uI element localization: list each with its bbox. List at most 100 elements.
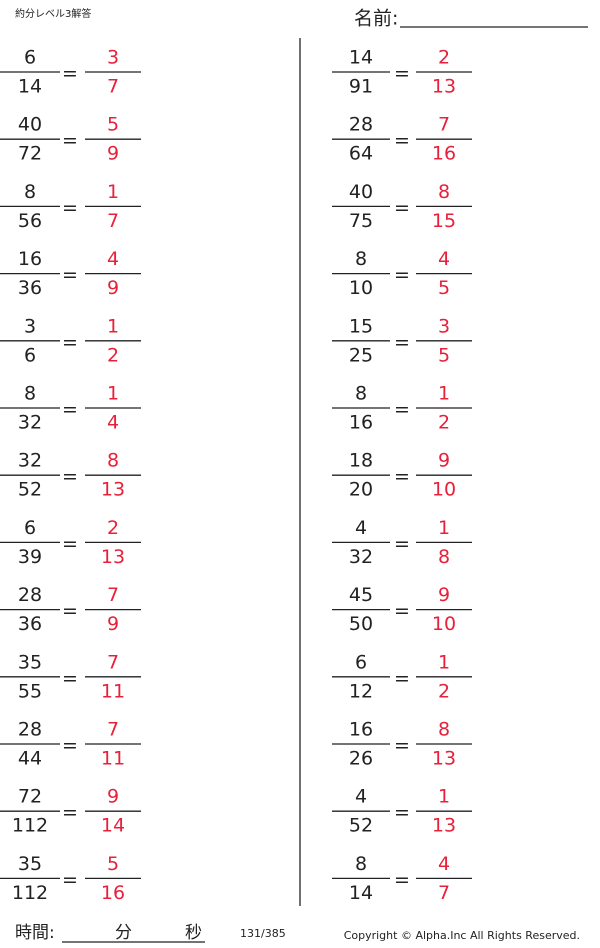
equals-sign: =	[394, 331, 410, 353]
equals-sign: =	[62, 264, 78, 286]
answer-denominator: 16	[101, 882, 125, 904]
answer-denominator: 4	[107, 412, 119, 434]
answer-denominator: 9	[107, 613, 119, 635]
denominator: 16	[349, 412, 373, 434]
equals-sign: =	[62, 869, 78, 891]
denominator: 32	[349, 546, 373, 568]
equals-sign: =	[62, 533, 78, 555]
answer-numerator: 5	[107, 853, 119, 875]
name-label: 名前:	[354, 8, 398, 30]
answer-denominator: 2	[107, 344, 119, 366]
answer-denominator: 13	[432, 748, 456, 770]
answer-numerator: 9	[438, 450, 450, 472]
answer-numerator: 4	[107, 248, 119, 270]
answer-numerator: 1	[438, 786, 450, 808]
numerator: 16	[18, 248, 42, 270]
denominator: 75	[349, 210, 373, 232]
denominator: 26	[349, 748, 373, 770]
equals-sign: =	[62, 667, 78, 689]
answer-numerator: 7	[107, 584, 119, 606]
equals-sign: =	[62, 802, 78, 824]
answer-numerator: 5	[107, 114, 119, 136]
equals-sign: =	[62, 63, 78, 85]
equals-sign: =	[62, 331, 78, 353]
page-number: 131/385	[240, 927, 286, 940]
numerator: 16	[349, 719, 373, 741]
answer-denominator: 2	[438, 412, 450, 434]
answer-denominator: 16	[432, 143, 456, 165]
equals-sign: =	[62, 197, 78, 219]
worksheet-title: 約分レベル3解答	[15, 7, 91, 20]
answer-denominator: 13	[101, 546, 125, 568]
answer-denominator: 10	[432, 479, 456, 501]
denominator: 14	[349, 882, 373, 904]
answer-denominator: 10	[432, 613, 456, 635]
minutes-label: 分	[115, 923, 132, 943]
numerator: 6	[24, 517, 36, 539]
answer-numerator: 4	[438, 853, 450, 875]
answer-denominator: 13	[101, 479, 125, 501]
denominator: 55	[18, 680, 42, 702]
denominator: 91	[349, 76, 373, 98]
numerator: 14	[349, 47, 373, 69]
equals-sign: =	[394, 667, 410, 689]
equals-sign: =	[394, 869, 410, 891]
denominator: 12	[349, 680, 373, 702]
equals-sign: =	[394, 533, 410, 555]
time-label: 時間:	[15, 923, 55, 943]
answer-numerator: 9	[107, 786, 119, 808]
answer-denominator: 15	[432, 210, 456, 232]
equals-sign: =	[394, 735, 410, 757]
answer-numerator: 1	[438, 383, 450, 405]
equals-sign: =	[394, 802, 410, 824]
equals-sign: =	[62, 466, 78, 488]
answer-numerator: 1	[438, 651, 450, 673]
numerator: 72	[18, 786, 42, 808]
numerator: 32	[18, 450, 42, 472]
denominator: 112	[12, 882, 48, 904]
equals-sign: =	[62, 399, 78, 421]
equals-sign: =	[394, 399, 410, 421]
answer-numerator: 8	[438, 719, 450, 741]
answer-denominator: 9	[107, 143, 119, 165]
numerator: 8	[355, 383, 367, 405]
answer-numerator: 1	[438, 517, 450, 539]
answer-numerator: 7	[107, 719, 119, 741]
equals-sign: =	[394, 130, 410, 152]
numerator: 40	[18, 114, 42, 136]
answer-numerator: 1	[107, 181, 119, 203]
seconds-label: 秒	[185, 923, 202, 943]
numerator: 4	[355, 786, 367, 808]
answer-denominator: 8	[438, 546, 450, 568]
equals-sign: =	[394, 466, 410, 488]
copyright: Copyright © Alpha.Inc All Rights Reserve…	[344, 929, 580, 942]
equals-sign: =	[62, 735, 78, 757]
numerator: 35	[18, 853, 42, 875]
equals-sign: =	[394, 600, 410, 622]
answer-denominator: 5	[438, 344, 450, 366]
answer-denominator: 7	[107, 76, 119, 98]
answer-numerator: 8	[107, 450, 119, 472]
numerator: 8	[355, 853, 367, 875]
answer-denominator: 7	[438, 882, 450, 904]
numerator: 6	[355, 651, 367, 673]
equals-sign: =	[62, 600, 78, 622]
numerator: 18	[349, 450, 373, 472]
numerator: 4	[355, 517, 367, 539]
answer-numerator: 9	[438, 584, 450, 606]
denominator: 25	[349, 344, 373, 366]
answer-numerator: 1	[107, 315, 119, 337]
denominator: 36	[18, 277, 42, 299]
numerator: 6	[24, 47, 36, 69]
denominator: 72	[18, 143, 42, 165]
denominator: 52	[18, 479, 42, 501]
numerator: 8	[24, 383, 36, 405]
answer-numerator: 8	[438, 181, 450, 203]
answer-numerator: 4	[438, 248, 450, 270]
answer-denominator: 11	[101, 748, 125, 770]
numerator: 28	[18, 719, 42, 741]
answer-denominator: 13	[432, 76, 456, 98]
answer-numerator: 3	[107, 47, 119, 69]
answer-denominator: 2	[438, 680, 450, 702]
numerator: 28	[349, 114, 373, 136]
